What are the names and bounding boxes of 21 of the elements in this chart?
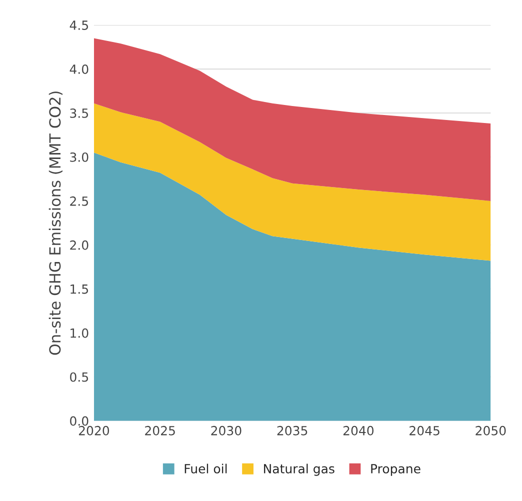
x-tick-label: 2045 xyxy=(410,426,440,436)
y-tick-label: 3.5 xyxy=(70,108,88,118)
y-tick-label: 2.0 xyxy=(70,240,88,250)
x-tick-label: 2025 xyxy=(145,426,175,436)
y-tick-label: 4.5 xyxy=(70,20,88,30)
y-tick-label: 0.5 xyxy=(70,372,88,382)
y-axis-title: On-site GHG Emissions (MMT CO2) xyxy=(48,92,62,355)
legend-label: Natural gas xyxy=(264,464,334,476)
x-tick-label: 2030 xyxy=(211,426,242,436)
x-tick-label: 2020 xyxy=(78,426,110,436)
x-tick-label: 2035 xyxy=(277,426,308,436)
y-tick-label: 1.0 xyxy=(70,328,88,338)
x-tick-label: 2040 xyxy=(343,426,374,436)
y-tick-label: 2.5 xyxy=(70,196,88,206)
y-tick-label: 3.0 xyxy=(70,152,88,162)
x-tick-label: 2050 xyxy=(476,426,506,436)
y-tick-label: 0.0 xyxy=(70,416,88,426)
legend-label: Propane xyxy=(371,464,420,476)
y-tick-label: 4.0 xyxy=(70,64,88,74)
y-tick-label: 1.5 xyxy=(70,284,88,294)
legend-label: Fuel oil xyxy=(184,464,227,474)
